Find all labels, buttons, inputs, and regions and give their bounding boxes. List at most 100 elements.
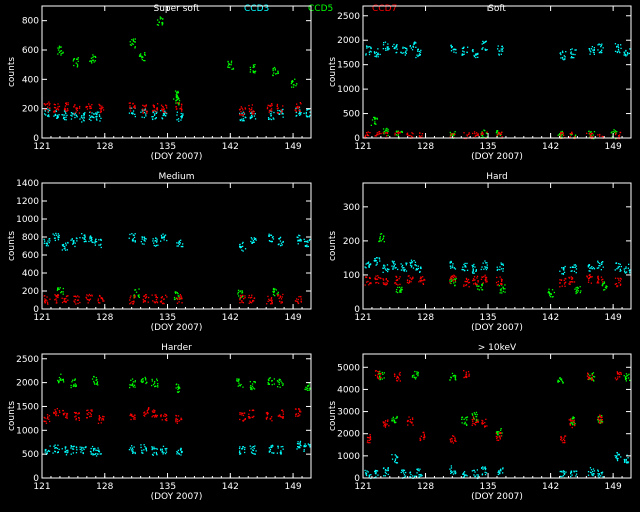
data-point bbox=[376, 257, 378, 259]
data-point bbox=[385, 135, 388, 137]
data-point bbox=[364, 469, 366, 472]
data-point bbox=[299, 240, 301, 242]
data-point bbox=[499, 276, 501, 278]
data-point bbox=[252, 241, 254, 243]
data-point bbox=[248, 108, 250, 110]
data-point bbox=[100, 117, 102, 119]
data-point bbox=[593, 47, 595, 49]
data-point bbox=[177, 449, 179, 452]
data-point bbox=[598, 418, 600, 420]
data-point bbox=[273, 383, 275, 385]
data-point bbox=[449, 136, 451, 138]
y-axis-label: counts bbox=[7, 231, 17, 261]
data-point bbox=[477, 133, 479, 135]
data-point bbox=[250, 388, 252, 390]
data-point bbox=[392, 45, 394, 47]
data-point bbox=[484, 276, 487, 278]
data-point bbox=[466, 262, 468, 265]
data-point bbox=[178, 452, 180, 455]
data-point bbox=[480, 133, 482, 136]
data-point bbox=[65, 119, 67, 121]
data-point bbox=[273, 118, 275, 120]
data-point bbox=[54, 412, 56, 414]
data-point bbox=[238, 451, 241, 453]
data-point bbox=[561, 471, 563, 473]
data-point bbox=[98, 302, 100, 304]
data-point bbox=[145, 382, 147, 385]
data-point bbox=[143, 295, 146, 297]
data-point bbox=[451, 134, 453, 136]
data-point bbox=[271, 236, 274, 239]
data-point bbox=[281, 409, 284, 411]
data-point bbox=[67, 242, 69, 244]
data-point bbox=[382, 422, 385, 424]
data-point bbox=[54, 111, 56, 113]
data-point bbox=[57, 108, 59, 110]
data-point bbox=[299, 443, 301, 445]
data-point bbox=[588, 264, 591, 266]
data-point bbox=[403, 270, 405, 272]
data-point bbox=[253, 111, 255, 113]
data-point bbox=[397, 284, 399, 286]
data-point bbox=[473, 423, 476, 425]
data-point bbox=[419, 53, 421, 56]
data-point bbox=[588, 264, 590, 267]
data-point bbox=[380, 240, 382, 242]
data-point bbox=[590, 51, 592, 53]
data-point bbox=[273, 111, 275, 114]
data-point bbox=[304, 388, 306, 390]
data-point bbox=[410, 259, 413, 261]
data-point bbox=[146, 411, 148, 413]
data-point bbox=[90, 413, 92, 416]
data-point bbox=[248, 413, 250, 415]
data-point bbox=[373, 260, 375, 262]
data-point bbox=[279, 415, 281, 418]
data-point bbox=[252, 71, 255, 73]
data-point bbox=[253, 115, 256, 117]
data-point bbox=[560, 133, 562, 135]
data-point bbox=[65, 301, 67, 303]
data-point bbox=[57, 233, 59, 235]
data-point bbox=[65, 102, 67, 104]
data-point bbox=[364, 136, 366, 138]
data-point bbox=[55, 110, 57, 112]
data-point bbox=[60, 373, 62, 375]
data-point bbox=[268, 447, 270, 449]
data-point bbox=[419, 54, 421, 56]
data-point bbox=[140, 241, 142, 243]
data-point bbox=[55, 300, 58, 302]
data-point bbox=[152, 104, 155, 107]
data-point bbox=[230, 64, 232, 66]
data-point bbox=[401, 131, 403, 133]
data-point bbox=[485, 472, 488, 474]
data-point bbox=[455, 375, 457, 377]
data-point bbox=[379, 370, 381, 373]
data-point bbox=[238, 378, 240, 380]
data-point bbox=[398, 378, 400, 380]
data-point bbox=[453, 278, 455, 280]
data-point bbox=[500, 432, 502, 435]
data-point bbox=[415, 373, 418, 375]
data-point bbox=[76, 58, 78, 60]
data-point bbox=[620, 47, 622, 49]
data-point bbox=[297, 441, 299, 443]
data-point bbox=[598, 473, 601, 475]
data-point bbox=[83, 113, 85, 115]
data-point bbox=[134, 46, 136, 48]
data-point bbox=[163, 237, 165, 239]
data-point bbox=[463, 418, 465, 420]
data-point bbox=[98, 416, 101, 418]
data-point bbox=[500, 278, 502, 280]
data-point bbox=[298, 106, 301, 109]
data-point bbox=[374, 55, 376, 57]
data-point bbox=[482, 136, 484, 138]
data-point bbox=[278, 381, 280, 384]
data-point bbox=[67, 109, 69, 111]
data-point bbox=[391, 260, 393, 262]
data-point bbox=[95, 377, 97, 379]
data-point bbox=[177, 391, 179, 393]
data-point bbox=[476, 474, 478, 476]
data-point bbox=[454, 377, 457, 379]
data-point bbox=[54, 237, 56, 239]
data-point bbox=[619, 270, 621, 272]
